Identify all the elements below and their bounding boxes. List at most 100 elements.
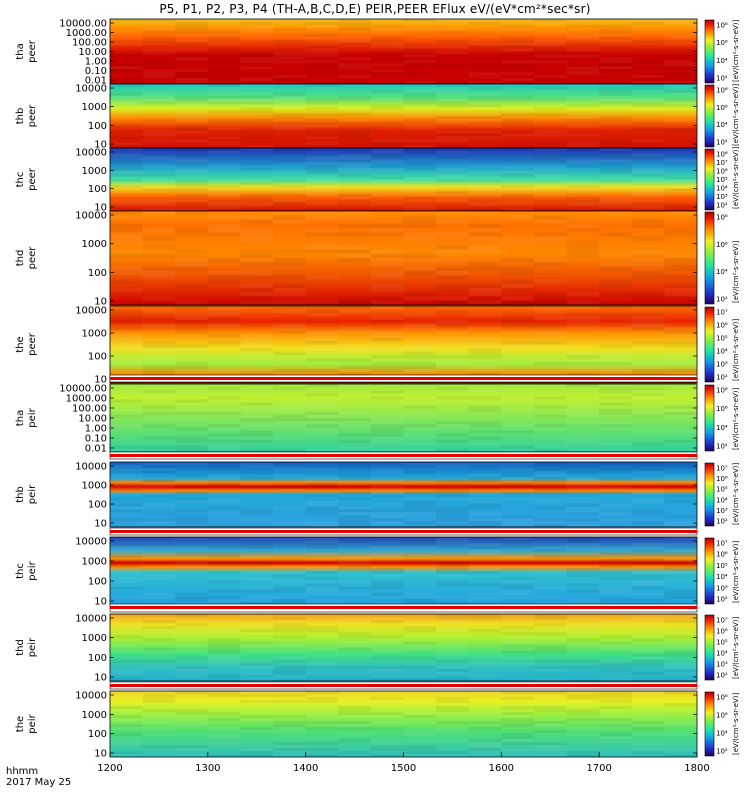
texture-cell (599, 598, 632, 602)
texture-cell (240, 199, 274, 203)
texture-cell (631, 168, 665, 171)
y-tick-label: 10 (94, 673, 107, 684)
texture-cell (403, 232, 437, 237)
texture-cell (207, 650, 241, 654)
texture-cell (403, 709, 437, 712)
texture-cell (240, 292, 274, 297)
texture-cell (207, 127, 241, 131)
texture-cell (142, 316, 176, 320)
texture-cell (566, 185, 600, 189)
texture-cell (240, 589, 274, 593)
texture-cell (305, 202, 339, 206)
texture-cell (599, 313, 632, 317)
texture-cell (566, 509, 600, 513)
texture-cell (338, 19, 371, 22)
texture-cell (468, 283, 502, 288)
texture-cell (110, 110, 143, 114)
y-tick-label: 1000 (82, 102, 107, 113)
texture-cell (305, 232, 339, 237)
texture-cell (403, 362, 437, 366)
texture-cell (599, 558, 632, 562)
texture-cell (142, 270, 176, 276)
texture-cell (175, 448, 208, 452)
texture-cell (142, 745, 176, 748)
texture-cell (533, 564, 567, 568)
texture-cell (273, 127, 306, 131)
texture-cell (436, 355, 469, 359)
texture-cell (110, 36, 143, 40)
texture-cell (110, 586, 143, 590)
texture-cell (468, 223, 502, 229)
texture-cell (110, 497, 143, 501)
texture-cell (338, 63, 371, 67)
texture-cell (468, 98, 502, 102)
texture-cell (403, 292, 437, 297)
texture-cell (305, 249, 339, 254)
texture-cell (370, 467, 404, 471)
texture-cell (273, 467, 306, 471)
texture-cell (501, 518, 534, 522)
texture-cell (207, 101, 241, 105)
texture-cell (631, 188, 665, 191)
texture-cell (273, 42, 306, 46)
texture-cell (110, 503, 143, 507)
texture-cell (436, 387, 469, 391)
texture-cell (566, 464, 600, 468)
texture-cell (403, 258, 437, 263)
texture-cell (370, 306, 404, 310)
texture-cell (338, 592, 371, 596)
texture-cell (501, 491, 534, 495)
texture-cell (403, 414, 437, 418)
colorbar-tick-label: 10⁴ (716, 650, 728, 658)
texture-cell (370, 488, 404, 492)
texture-cell (240, 84, 274, 87)
texture-cell (533, 262, 567, 267)
colorbar-tick-label: 10⁷ (716, 159, 728, 167)
texture-cell (501, 341, 534, 345)
texture-cell (370, 150, 404, 154)
texture-cell (370, 30, 404, 34)
texture-cell (240, 253, 274, 258)
texture-cell (207, 30, 241, 34)
texture-cell (207, 334, 241, 338)
y-tick-label: 1000 (82, 633, 107, 644)
texture-cell (305, 524, 339, 527)
texture-cell (631, 393, 665, 397)
texture-cell (273, 448, 306, 452)
texture-cell (273, 249, 306, 254)
texture-cell (566, 133, 600, 137)
texture-cell (533, 586, 567, 590)
texture-cell (599, 571, 632, 575)
texture-cell (436, 671, 469, 675)
texture-cell (533, 51, 567, 55)
texture-cell (631, 205, 665, 209)
texture-cell (305, 476, 339, 480)
texture-cell (175, 232, 208, 237)
texture-cell (468, 715, 502, 718)
texture-cell (403, 270, 437, 276)
texture-cell (566, 626, 600, 630)
texture-cell (240, 334, 274, 338)
y-tick-label: 1.00 (85, 424, 107, 435)
texture-cell (142, 697, 176, 700)
texture-cell (207, 95, 241, 99)
texture-cell (501, 473, 534, 477)
texture-cell (110, 595, 143, 599)
texture-cell (273, 635, 306, 639)
texture-cell (664, 159, 697, 163)
texture-cell (273, 27, 306, 31)
texture-cell (631, 671, 665, 675)
texture-cell (370, 330, 404, 334)
texture-cell (175, 515, 208, 519)
texture-cell (370, 270, 404, 276)
texture-cell (207, 69, 241, 73)
texture-cell (403, 168, 437, 171)
texture-cell (501, 208, 534, 211)
texture-cell (240, 208, 274, 211)
texture-cell (533, 659, 567, 663)
texture-cell (305, 211, 339, 216)
texture-cell (664, 98, 697, 102)
texture-cell (468, 571, 502, 575)
texture-cell (142, 39, 176, 43)
texture-cell (305, 601, 339, 605)
